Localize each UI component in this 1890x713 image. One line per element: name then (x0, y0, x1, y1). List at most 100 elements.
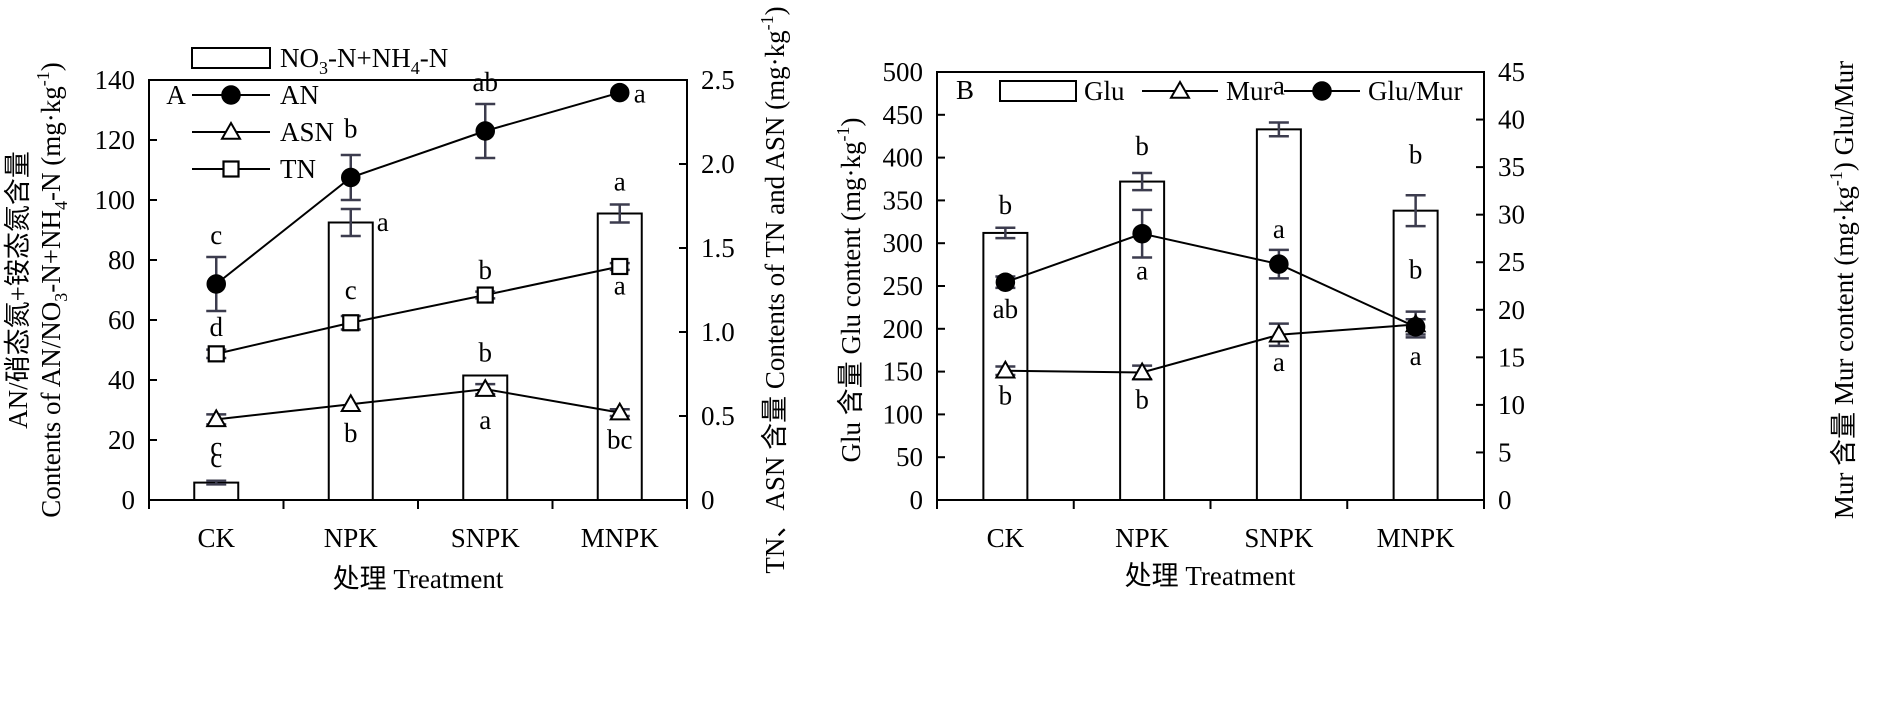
series-line-tn (216, 265, 620, 355)
point-asn (340, 393, 362, 412)
significance-letter: c (210, 443, 222, 473)
legend-swatch-bar (999, 80, 1077, 102)
y-left-tick-label: 50 (896, 442, 923, 472)
y-left-tick-label: 350 (883, 185, 924, 215)
point-tn (476, 286, 494, 304)
y-right-tick-label: 1.0 (701, 317, 735, 347)
y-right-tick-label: 0.5 (701, 401, 735, 431)
point-glu-mur (1405, 317, 1426, 337)
significance-letter: b (344, 114, 358, 144)
y-right-axis-title: Mur 含量 Mur content (mg·kg-1) Glu/Mur (1826, 61, 1859, 519)
significance-letter: a (614, 167, 626, 197)
legend-marker (1312, 81, 1332, 101)
point-an (610, 82, 630, 103)
panel-label: A (166, 80, 186, 110)
legend-label: Glu/Mur (1368, 76, 1463, 106)
legend-label: TN (280, 154, 316, 184)
y-right-tick-label: 1.5 (701, 233, 735, 263)
significance-letter: c (345, 275, 357, 305)
point-tn (342, 314, 360, 332)
y-left-tick-label: 400 (883, 143, 924, 173)
y-left-tick-label: 200 (883, 314, 924, 344)
point-an (206, 274, 226, 294)
y-left-tick-label: 0 (910, 485, 924, 515)
significance-letter: c (210, 431, 222, 461)
legend-label: ASN (280, 117, 334, 147)
x-tick-label: MNPK (1377, 523, 1456, 553)
legend-label: NO3-N+NH4-N (280, 43, 448, 78)
y-left-tick-label: 100 (883, 399, 924, 429)
y-left-tick-label: 450 (883, 100, 924, 130)
y-right-tick-label: 20 (1498, 295, 1525, 325)
y-right-tick-label: 40 (1498, 105, 1525, 135)
point-mur (994, 359, 1017, 379)
point-glu-mur (1269, 254, 1289, 274)
point-mur (1131, 361, 1153, 381)
legend-label: Glu (1084, 76, 1125, 106)
series-line-glu-mur (1005, 232, 1417, 328)
panel-label: B (956, 75, 974, 105)
point-tn (611, 257, 629, 276)
bar-no3-n-nh4-n (327, 221, 374, 501)
y-left-tick-label: 40 (108, 365, 135, 395)
y-right-tick-label: 25 (1498, 247, 1525, 277)
significance-letter: b (1409, 255, 1423, 285)
y-left-tick-label: 60 (108, 305, 135, 335)
significance-letter: b (999, 381, 1013, 411)
point-asn (474, 378, 496, 397)
series-line-an (215, 91, 621, 285)
y-right-tick-label: 0 (701, 485, 715, 515)
point-an (475, 121, 495, 141)
x-axis-title: 处理 Treatment (1125, 561, 1296, 591)
y-right-tick-label: 2.0 (701, 149, 735, 179)
y-right-tick-label: 5 (1498, 437, 1512, 467)
y-left-tick-label: 300 (883, 228, 924, 258)
significance-letter: c (210, 220, 222, 250)
legend: NO3-N+NH4-NAN ASN TN (191, 43, 448, 184)
y-right-tick-label: 45 (1498, 57, 1525, 87)
y-left-tick-label: 500 (883, 57, 924, 87)
significance-letter: a (634, 79, 646, 109)
chart-panel-b: 0 50 100 150 200 250 300 350 400 450 500 0 5 10 15 20 25… (833, 57, 1859, 591)
legend-marker (1169, 79, 1191, 99)
significance-letter: ab (473, 67, 498, 97)
significance-letter: b (344, 418, 358, 448)
bar-glu (1392, 209, 1439, 501)
legend: Glu Mur Glu/Mur (999, 76, 1463, 106)
significance-letter: a (1410, 341, 1422, 371)
y-right-axis-title: TN、ASN 含量 Contents of TN and ASN (mg·kg-… (757, 6, 790, 573)
x-tick-label: MNPK (581, 523, 660, 553)
significance-letter: b (1409, 139, 1423, 169)
series-line-mur (1005, 323, 1416, 374)
significance-letter: b (999, 190, 1013, 220)
series-line-asn (216, 388, 620, 421)
y-left-axis-title-en: Contents of AN/NO3-N+NH4-N (mg·kg-1) (33, 62, 71, 517)
point-glu-mur (995, 272, 1016, 292)
significance-letter: ab (993, 294, 1018, 324)
significance-letter: a (614, 270, 626, 300)
y-left-tick-label: 0 (122, 485, 136, 515)
point-an (341, 167, 361, 188)
y-right-tick-label: 35 (1498, 152, 1525, 182)
x-tick-label: CK (197, 523, 235, 553)
significance-letter: b (479, 338, 493, 368)
legend-label: AN (280, 80, 319, 110)
legend-marker (221, 85, 241, 105)
y-right-tick-label: 15 (1498, 342, 1525, 372)
significance-letter: bc (607, 425, 633, 455)
bar-no3-n-nh4-n (596, 212, 643, 501)
y-left-tick-label: 140 (95, 65, 136, 95)
legend-marker (222, 160, 240, 178)
significance-letter: a (1273, 71, 1285, 101)
y-left-tick-label: 100 (95, 185, 136, 215)
x-axis-title: 处理 Treatment (333, 564, 504, 594)
significance-letter: d (210, 312, 224, 342)
point-glu-mur (1132, 223, 1152, 244)
x-tick-label: SNPK (1244, 523, 1314, 553)
y-right-tick-label: 10 (1498, 390, 1525, 420)
y-right-tick-label: 30 (1498, 200, 1525, 230)
legend-marker (220, 120, 242, 140)
significance-letter: b (1135, 384, 1149, 414)
y-left-tick-label: 250 (883, 271, 924, 301)
